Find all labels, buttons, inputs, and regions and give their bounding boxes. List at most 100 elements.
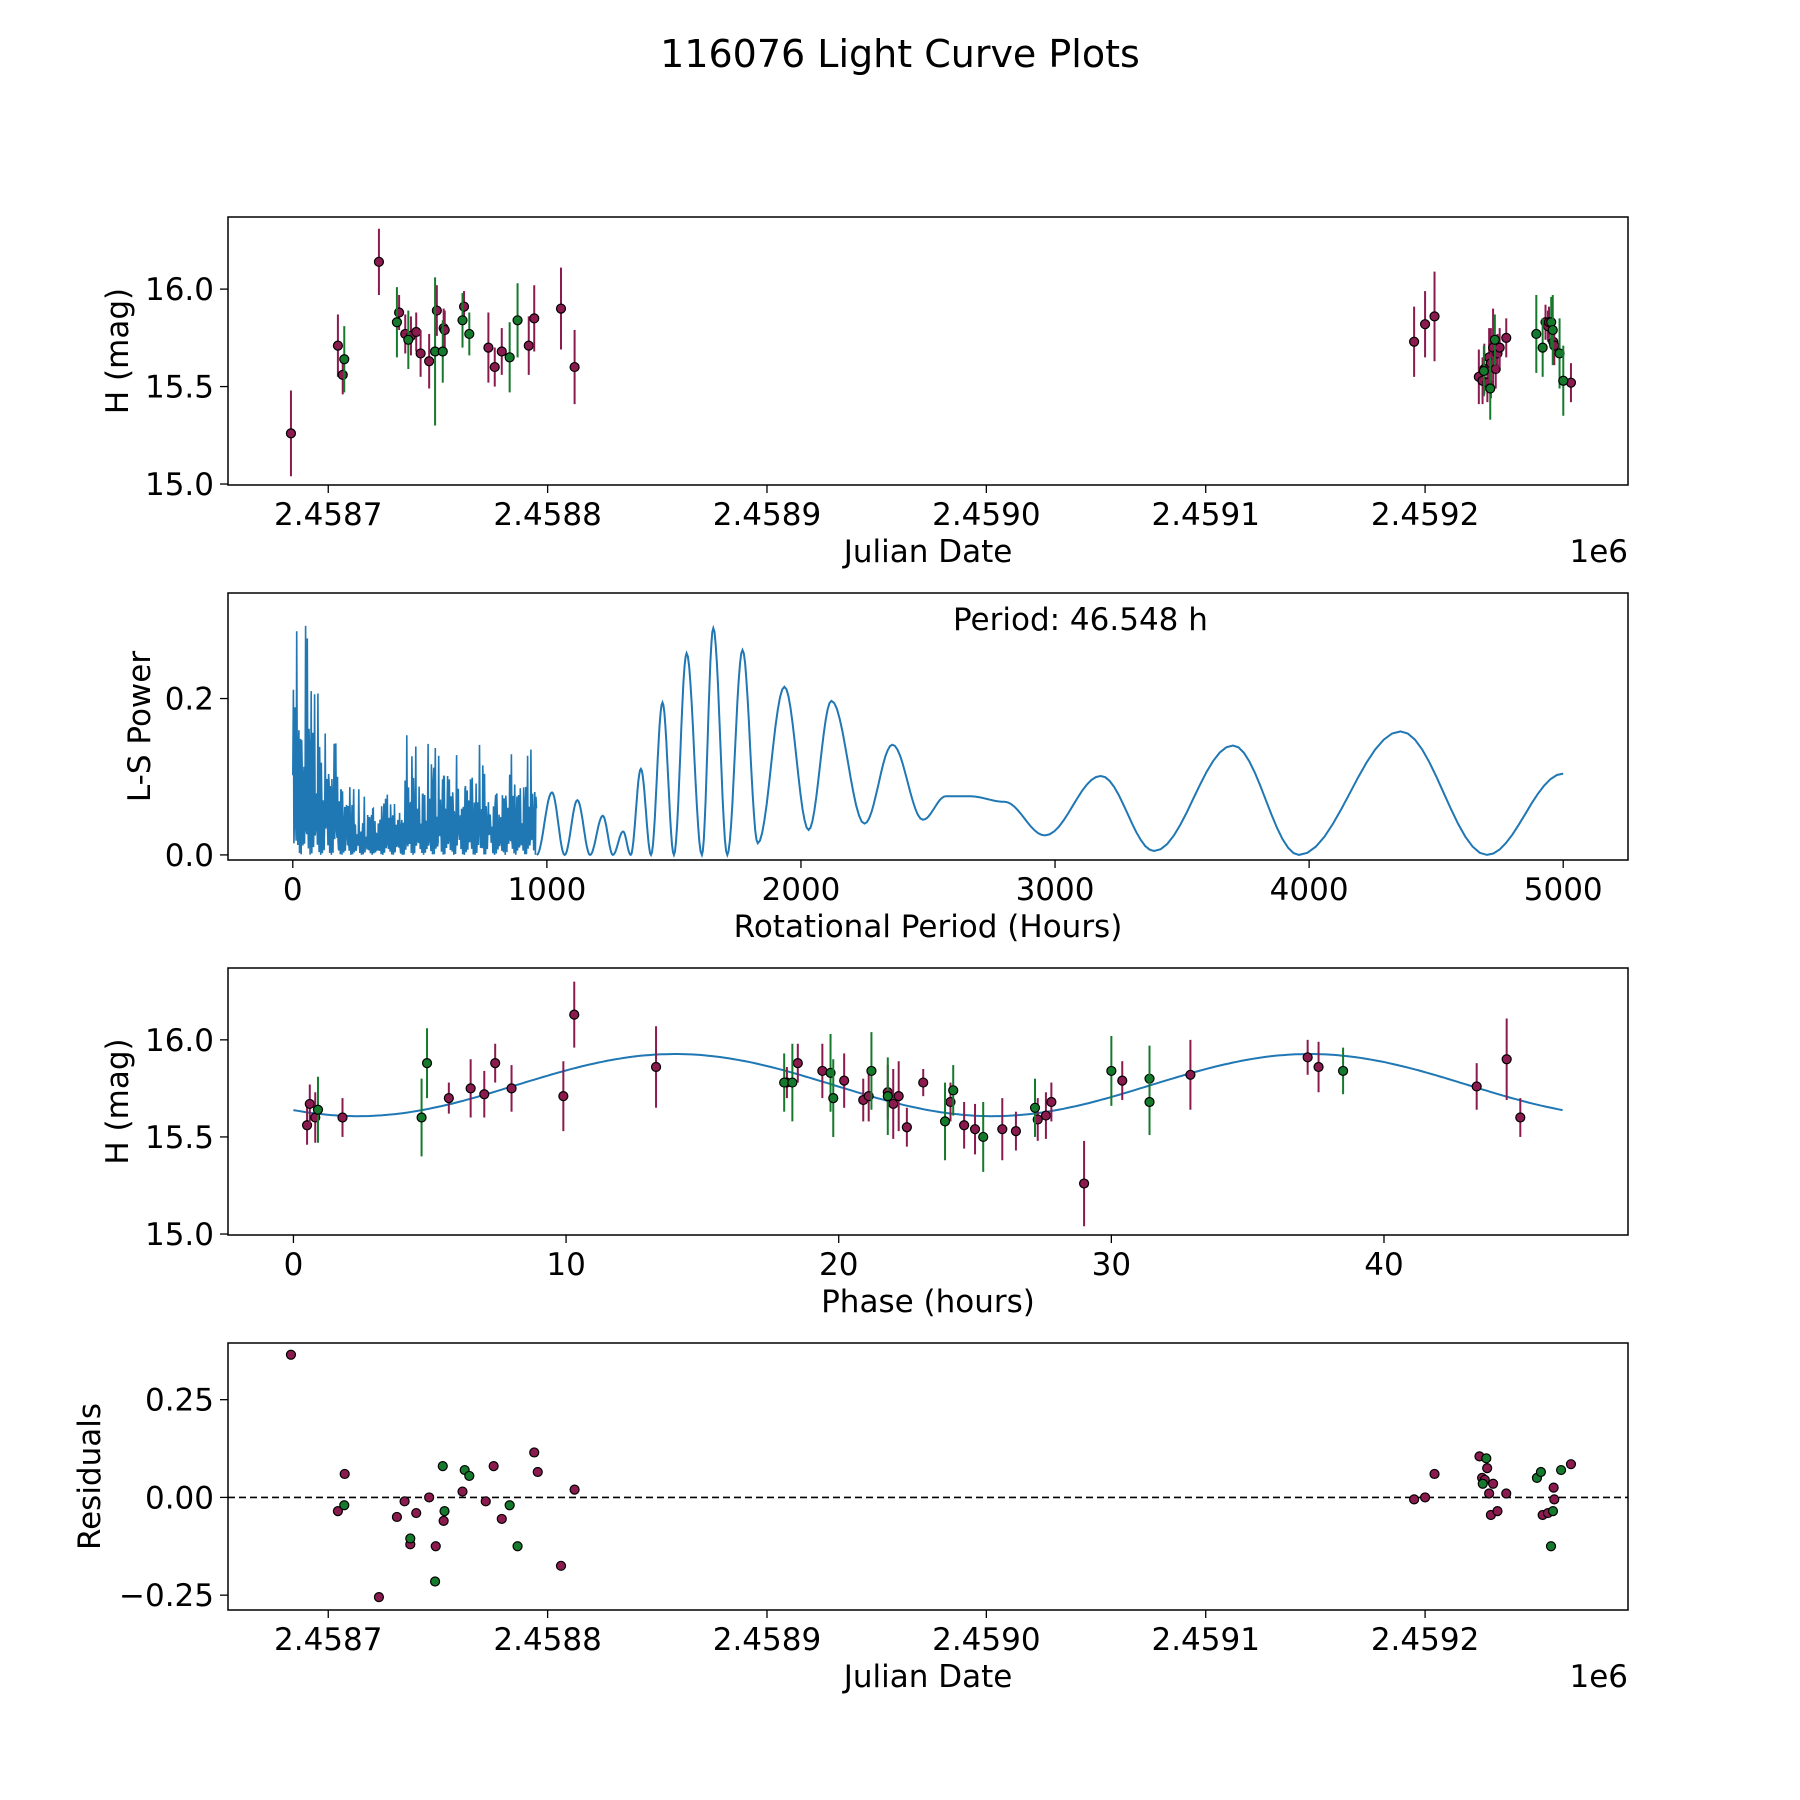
- data-point: [285, 428, 297, 439]
- data-point: [1485, 383, 1496, 394]
- data-point: [817, 1065, 828, 1077]
- data-point: [969, 1124, 981, 1135]
- data-point: [893, 1091, 904, 1102]
- light-curve-maroon-points: [285, 228, 1577, 477]
- residual-point: [529, 1447, 540, 1458]
- data-point: [424, 356, 435, 367]
- residual-point: [332, 1505, 344, 1517]
- data-point: [959, 1120, 970, 1131]
- data-point: [1429, 311, 1440, 322]
- residuals-green-points: [339, 1453, 1567, 1587]
- residuals-ytick-label: −0.25: [119, 1578, 214, 1614]
- phase-folded-maroon-points: [301, 981, 1526, 1227]
- phase-folded-xlabel: Phase (hours): [821, 1284, 1035, 1320]
- data-point: [569, 1009, 580, 1020]
- residual-point: [464, 1470, 475, 1482]
- periodogram-xtick-label: 4000: [1270, 872, 1349, 908]
- residual-point: [1549, 1494, 1560, 1505]
- residual-point: [1535, 1466, 1547, 1478]
- data-point: [1531, 328, 1542, 340]
- residual-point: [424, 1492, 435, 1503]
- residual-point: [532, 1466, 543, 1478]
- residual-point: [438, 1515, 449, 1526]
- data-point: [1515, 1112, 1526, 1123]
- residuals-xtick-label: 2.4591: [1151, 1622, 1259, 1658]
- data-point: [1337, 1065, 1349, 1077]
- data-point: [1478, 365, 1489, 377]
- data-point: [332, 340, 344, 351]
- fit-curve: [293, 1053, 1563, 1118]
- light-curve-xtick-label: 2.4588: [493, 497, 601, 533]
- data-point: [1078, 1178, 1090, 1189]
- residual-point: [480, 1496, 491, 1507]
- data-point: [458, 301, 470, 312]
- data-point: [411, 326, 422, 338]
- phase-folded-ytick-label: 16.0: [145, 1023, 214, 1059]
- data-point: [437, 346, 448, 357]
- periodogram-xtick-label: 1000: [507, 872, 586, 908]
- data-point: [939, 1116, 951, 1127]
- data-point: [882, 1091, 893, 1102]
- light-curve-xlabel: Julian Date: [842, 534, 1013, 570]
- light-curve-xtick-label: 2.4589: [713, 497, 821, 533]
- residual-point: [488, 1461, 499, 1472]
- residual-point: [1482, 1462, 1493, 1474]
- data-point: [391, 317, 403, 328]
- residual-point: [1419, 1492, 1431, 1503]
- data-point: [496, 346, 507, 357]
- residual-point: [339, 1500, 350, 1511]
- light-curve-xtick-label: 2.4587: [274, 497, 382, 533]
- residual-point: [1565, 1459, 1577, 1470]
- light-curve-xtick-label: 2.4591: [1151, 497, 1259, 533]
- data-point: [1046, 1096, 1057, 1108]
- residual-point: [1501, 1488, 1512, 1499]
- data-point: [1501, 332, 1512, 343]
- data-point: [1537, 342, 1548, 353]
- data-point: [312, 1104, 324, 1115]
- residual-point: [1548, 1482, 1559, 1493]
- data-point: [1501, 1054, 1512, 1065]
- data-point: [443, 1093, 454, 1104]
- periodogram-xlabel: Rotational Period (Hours): [734, 909, 1123, 945]
- periodogram-line: [536, 624, 1564, 859]
- residual-point: [1555, 1464, 1567, 1476]
- periodogram-frame: [227, 592, 1629, 861]
- residual-point: [430, 1541, 441, 1552]
- residuals-offset-label: 1e6: [1569, 1659, 1628, 1695]
- data-point: [465, 1083, 476, 1094]
- data-point: [464, 328, 475, 340]
- residuals-ytick-label: 0.00: [145, 1480, 214, 1516]
- residual-point: [457, 1486, 468, 1497]
- periodogram-xtick-label: 2000: [762, 872, 841, 908]
- data-point: [304, 1098, 315, 1110]
- period-annotation: Period: 46.548 h: [953, 602, 1208, 638]
- data-point: [948, 1085, 959, 1096]
- phase-folded-xtick-label: 20: [819, 1247, 858, 1283]
- residual-point: [496, 1513, 507, 1525]
- data-point: [421, 1058, 433, 1069]
- residual-point: [437, 1461, 448, 1472]
- periodogram-ytick-label: 0.0: [165, 838, 214, 874]
- residuals-xtick-label: 2.4592: [1371, 1622, 1479, 1658]
- phase-folded-green-points: [312, 1028, 1349, 1172]
- periodogram-forest: [292, 625, 538, 855]
- data-point: [479, 1089, 490, 1100]
- phase-folded-ytick-label: 15.0: [145, 1217, 214, 1253]
- figure-title: 116076 Light Curve Plots: [660, 32, 1140, 76]
- periodogram-ytick-label: 0.2: [165, 682, 214, 718]
- data-point: [650, 1061, 662, 1073]
- light-curve-xtick-label: 2.4592: [1371, 497, 1479, 533]
- light-curve-green-points: [339, 277, 1569, 426]
- data-point: [457, 315, 468, 326]
- data-point: [1302, 1052, 1313, 1063]
- residuals-xtick-label: 2.4589: [713, 1622, 821, 1658]
- data-point: [839, 1075, 850, 1086]
- data-point: [1313, 1061, 1324, 1073]
- data-point: [828, 1093, 839, 1104]
- data-point: [997, 1124, 1008, 1135]
- data-point: [792, 1058, 803, 1069]
- periodogram-xtick-label: 3000: [1016, 872, 1095, 908]
- residual-point: [1545, 1541, 1557, 1552]
- data-point: [918, 1077, 929, 1088]
- data-point: [1040, 1110, 1052, 1121]
